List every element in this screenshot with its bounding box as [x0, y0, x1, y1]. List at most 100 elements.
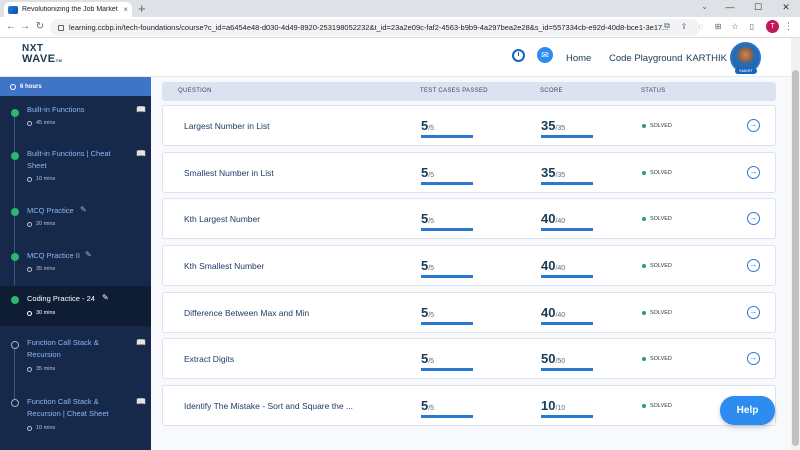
- score-bar: [541, 228, 593, 231]
- question-title[interactable]: Largest Number in List: [184, 121, 270, 131]
- sidebar-item-mcq-practice[interactable]: MCQ Practice ✎ 20 mins: [0, 195, 151, 240]
- nxtwave-logo[interactable]: NXT WAVETM: [22, 44, 66, 66]
- sidebar-item-duration: 20 mins: [27, 221, 55, 227]
- timeline-line: [14, 240, 15, 286]
- status-badge: SOLVED: [642, 356, 672, 362]
- question-title[interactable]: Identify The Mistake - Sort and Square t…: [184, 401, 353, 411]
- user-name[interactable]: KARTHIK: [686, 53, 728, 64]
- total-duration: 6 hours: [20, 83, 42, 90]
- arrow-right-circle-icon[interactable]: →: [747, 166, 760, 179]
- logo-tm: TM: [55, 58, 63, 63]
- maximize-button[interactable]: ☐: [753, 2, 763, 12]
- open-in-new-icon[interactable]: ⧉: [664, 21, 670, 30]
- question-title[interactable]: Extract Digits: [184, 354, 235, 364]
- browser-toolbar: ← → ↻ learning.ccbp.in/tech-foundations/…: [0, 17, 800, 38]
- sidebar-item-label: MCQ Practice: [27, 206, 74, 215]
- arrow-right-circle-icon[interactable]: →: [747, 212, 760, 225]
- practice-results-panel: QUESTION TEST CASES PASSED SCORE STATUS …: [151, 77, 791, 450]
- arrow-right-circle-icon[interactable]: →: [747, 119, 760, 132]
- nav-home-link[interactable]: Home: [566, 53, 592, 64]
- test-cases-passed: 5/5: [421, 257, 473, 278]
- minimize-button[interactable]: —: [725, 2, 735, 12]
- sidebar-item-label: Built-in Functions: [27, 105, 85, 114]
- url-text[interactable]: learning.ccbp.in/tech-foundations/course…: [69, 23, 669, 32]
- forward-button[interactable]: →: [20, 21, 30, 32]
- sidebar-item-built-in-functions[interactable]: Built-in Functions 📖 45 mins: [0, 96, 151, 142]
- score: 40/40: [541, 304, 593, 325]
- help-button[interactable]: Help: [720, 396, 775, 425]
- table-row[interactable]: Extract Digits 5/5 50/50 SOLVED →: [162, 338, 776, 379]
- test-cases-bar: [421, 368, 473, 371]
- score: 50/50: [541, 350, 593, 371]
- eye-off-icon[interactable]: ◌: [698, 21, 704, 31]
- stopwatch-icon[interactable]: [512, 49, 525, 62]
- question-title[interactable]: Kth Smallest Number: [184, 261, 265, 271]
- window-controls: — ☐ ✕: [716, 0, 800, 15]
- table-header: QUESTION TEST CASES PASSED SCORE STATUS: [162, 82, 776, 101]
- clock-icon: [10, 83, 16, 90]
- table-row[interactable]: Kth Largest Number 5/5 40/40 SOLVED →: [162, 198, 776, 239]
- sidebar-item-built-in-functions-cheat-sheet[interactable]: Built-in Functions | Cheat Sheet 📖 10 mi…: [0, 142, 151, 195]
- tab-search-chevron-icon[interactable]: ⌄: [701, 2, 708, 11]
- scrollbar-thumb[interactable]: [792, 70, 799, 446]
- translate-icon[interactable]: ⊞: [714, 21, 722, 31]
- score: 40/40: [541, 257, 593, 278]
- logo-line2: WAVE: [22, 53, 56, 65]
- clock-icon: [27, 221, 32, 227]
- status-badge: SOLVED: [642, 310, 672, 316]
- side-panel-icon[interactable]: ▯: [749, 21, 755, 31]
- timeline-line: [14, 195, 15, 240]
- book-icon: 📖: [136, 149, 146, 158]
- sidebar-item-duration: 10 mins: [27, 425, 55, 431]
- tab-title: Revolutionizing the Job Market |: [22, 6, 121, 13]
- sidebar-item-coding-practice-24[interactable]: Coding Practice - 24 ✎ 30 mins: [0, 286, 151, 326]
- sidebar-item-duration: 35 mins: [27, 366, 55, 372]
- lock-icon[interactable]: [58, 24, 64, 31]
- arrow-right-circle-icon[interactable]: →: [747, 352, 760, 365]
- question-title[interactable]: Difference Between Max and Min: [184, 308, 310, 318]
- book-icon: 📖: [136, 397, 146, 406]
- table-row[interactable]: Largest Number in List 5/5 35/35 SOLVED …: [162, 105, 776, 146]
- question-title[interactable]: Smallest Number in List: [184, 168, 274, 178]
- pencil-icon: ✎: [80, 205, 87, 214]
- solved-dot-icon: [642, 404, 646, 408]
- table-row[interactable]: Kth Smallest Number 5/5 40/40 SOLVED →: [162, 245, 776, 286]
- sidebar-item-label: Built-in Functions | Cheat Sheet: [27, 149, 111, 170]
- question-title[interactable]: Kth Largest Number: [184, 214, 261, 224]
- profile-avatar[interactable]: T: [766, 20, 779, 33]
- table-row[interactable]: Identify The Mistake - Sort and Square t…: [162, 385, 776, 426]
- score-bar: [541, 322, 593, 325]
- sidebar-duration-bar: 6 hours: [0, 77, 151, 96]
- bookmark-star-icon[interactable]: ☆: [731, 21, 739, 31]
- back-button[interactable]: ←: [6, 21, 16, 32]
- user-avatar[interactable]: SMART: [730, 42, 761, 74]
- close-window-button[interactable]: ✕: [782, 2, 790, 12]
- browser-menu-icon[interactable]: ⋮: [784, 21, 793, 31]
- header-question: QUESTION: [178, 88, 212, 94]
- sidebar-item-function-call-stack-recursion[interactable]: Function Call Stack & Recursion 📖 35 min…: [0, 326, 151, 386]
- sidebar-item-function-call-stack-recursion-cheat-sheet[interactable]: Function Call Stack & Recursion | Cheat …: [0, 386, 151, 450]
- table-row[interactable]: Smallest Number in List 5/5 35/35 SOLVED…: [162, 152, 776, 193]
- chat-icon[interactable]: ✉: [537, 47, 553, 63]
- sidebar-item-duration: 10 mins: [27, 176, 55, 182]
- nav-code-playground-link[interactable]: Code Playground: [609, 53, 683, 64]
- test-cases-bar: [421, 275, 473, 278]
- clock-icon: [27, 310, 32, 316]
- browser-tab[interactable]: Revolutionizing the Job Market | ×: [4, 2, 132, 17]
- test-cases-bar: [421, 322, 473, 325]
- new-tab-button[interactable]: +: [138, 1, 146, 16]
- address-bar[interactable]: learning.ccbp.in/tech-foundations/course…: [50, 19, 700, 36]
- status-badge: SOLVED: [642, 170, 672, 176]
- not-started-circle-icon: [11, 399, 19, 407]
- reload-button[interactable]: ↻: [35, 21, 45, 32]
- toolbar-icons: ⧉ ⇪ ◌ ⊞ ☆ ▯: [662, 21, 757, 31]
- arrow-right-circle-icon[interactable]: →: [747, 306, 760, 319]
- pencil-icon: ✎: [102, 293, 109, 302]
- tab-close-icon[interactable]: ×: [123, 5, 128, 14]
- table-row[interactable]: Difference Between Max and Min 5/5 40/40…: [162, 292, 776, 333]
- sidebar-item-mcq-practice-ii[interactable]: MCQ Practice II ✎ 35 mins: [0, 240, 151, 286]
- share-icon[interactable]: ⇪: [680, 21, 688, 31]
- header-test-cases: TEST CASES PASSED: [420, 88, 488, 94]
- arrow-right-circle-icon[interactable]: →: [747, 259, 760, 272]
- completed-check-icon: [11, 109, 19, 117]
